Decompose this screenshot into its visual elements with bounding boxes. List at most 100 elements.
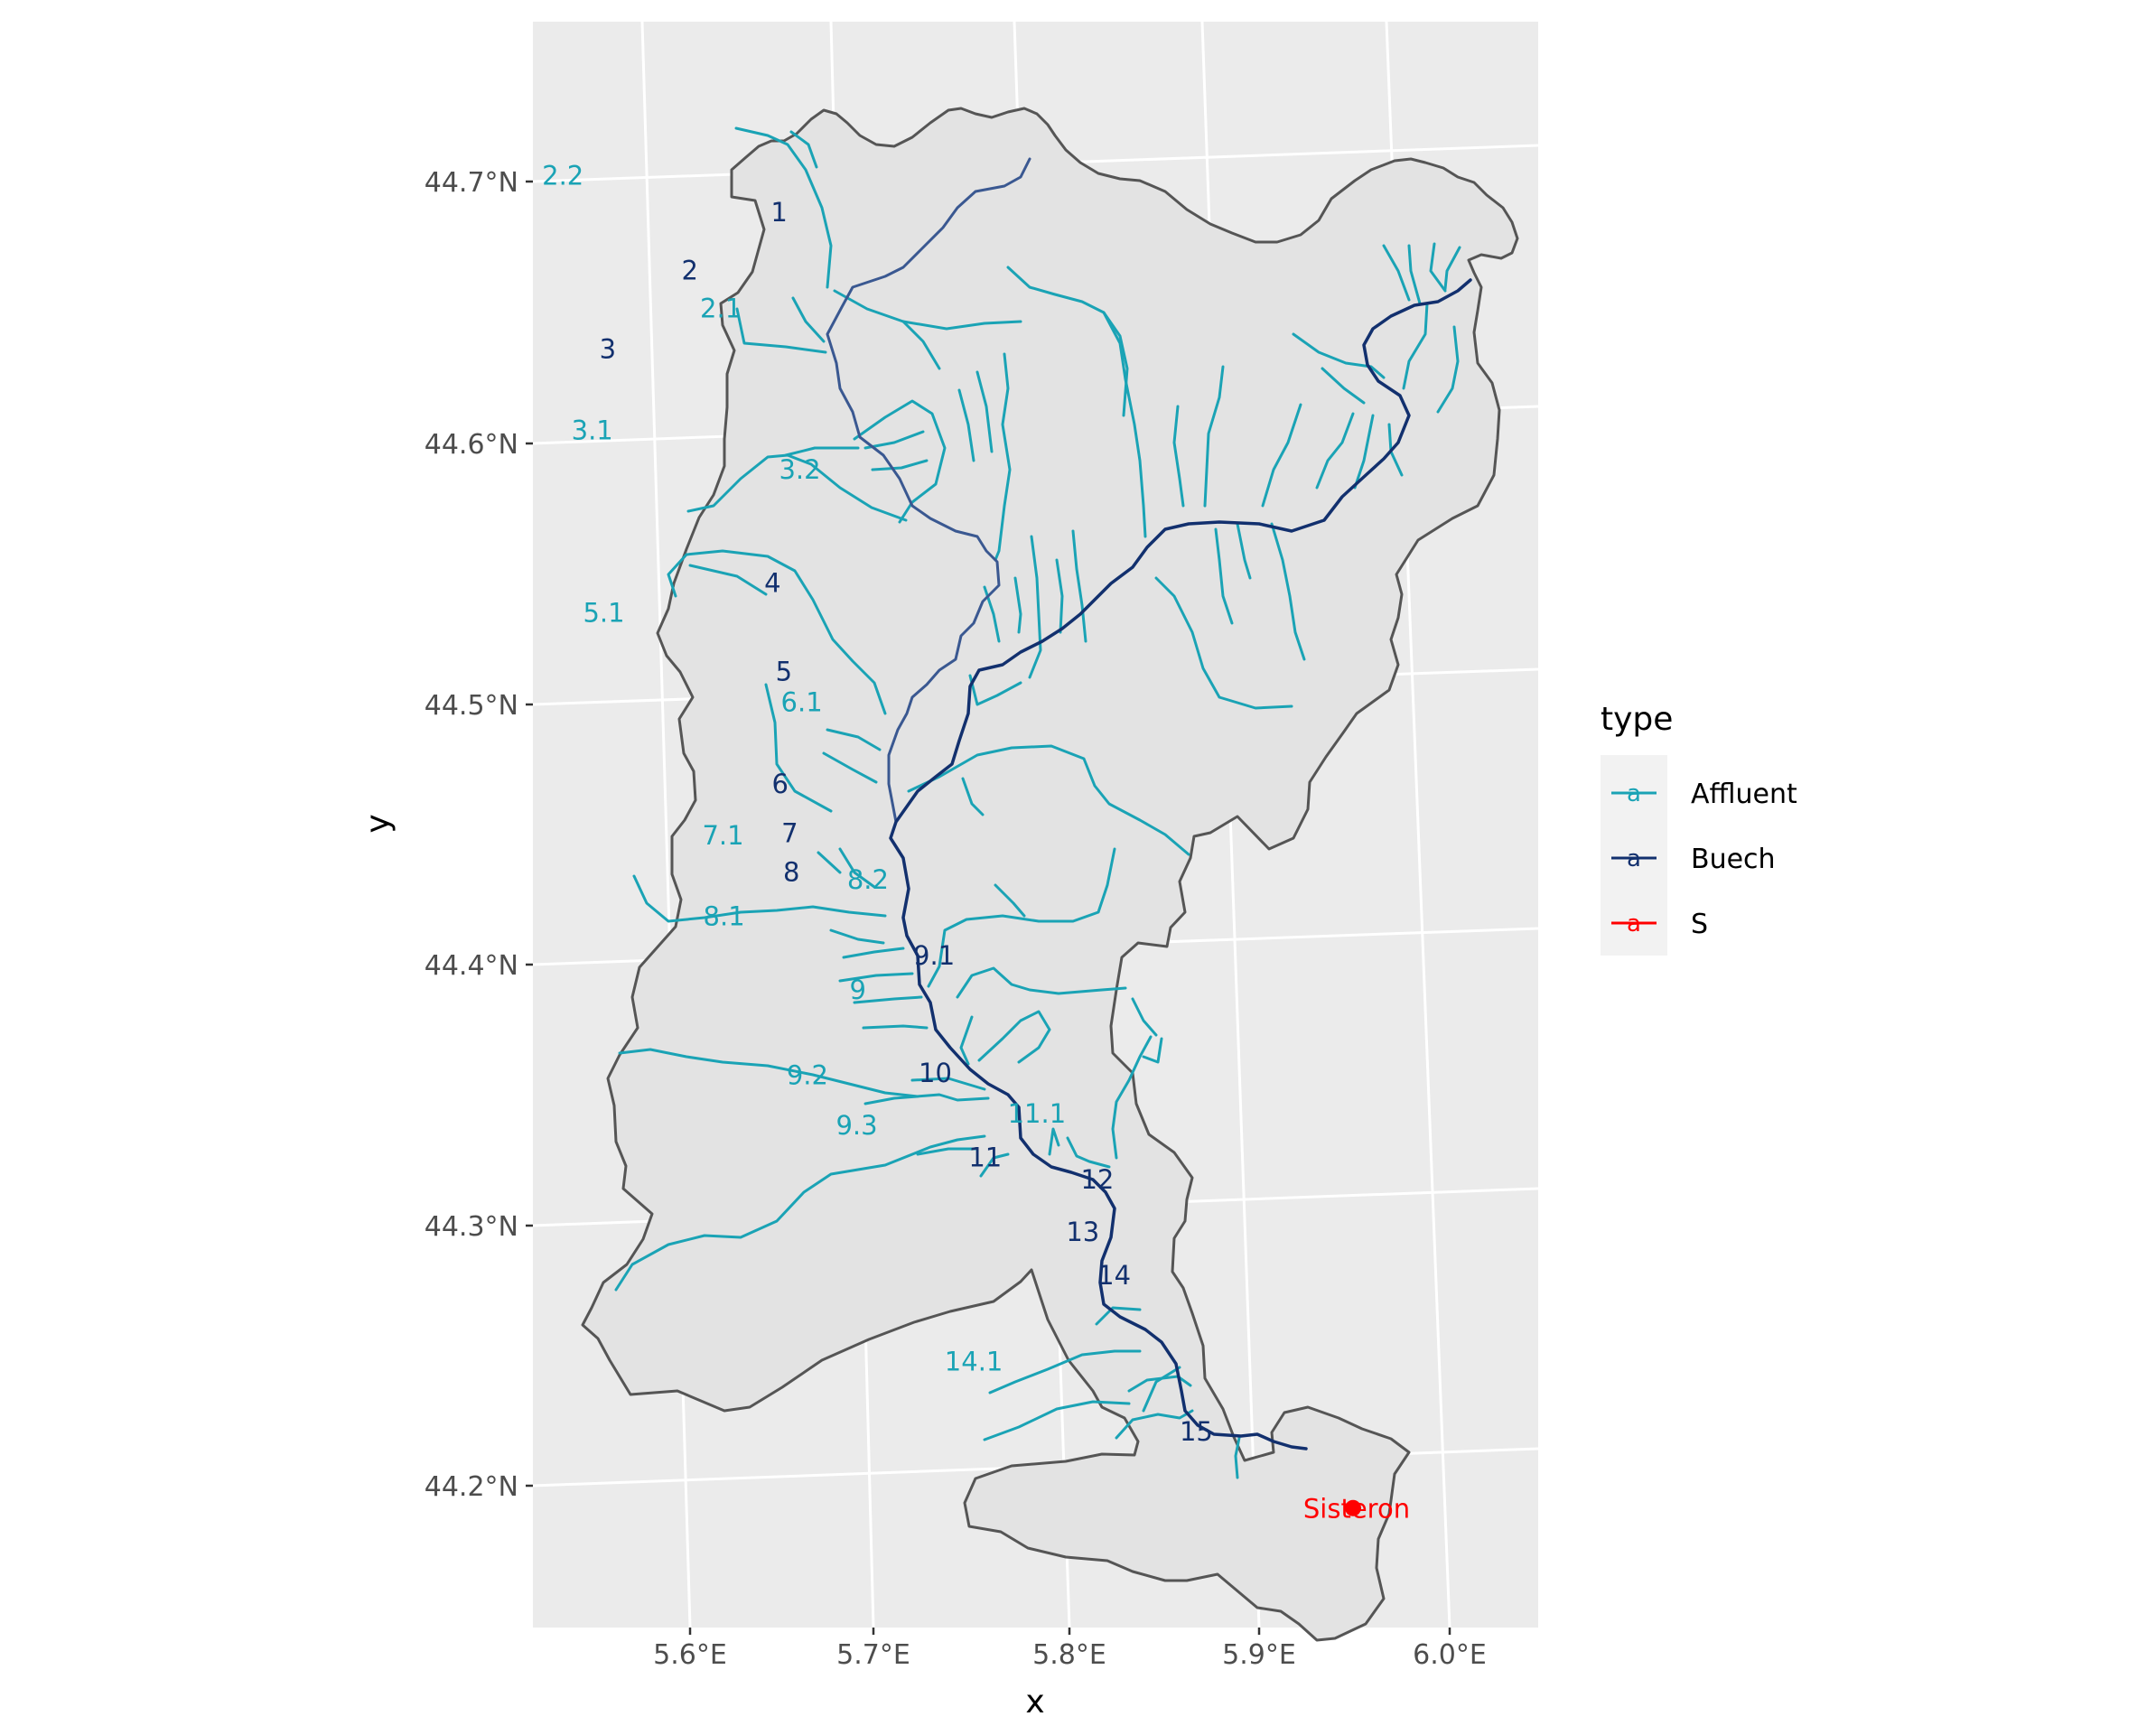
legend-glyph-buech: a xyxy=(1627,845,1641,872)
affluent-9-3 xyxy=(614,1134,986,1292)
buech-label-12: 12 xyxy=(1080,1164,1114,1195)
buech-label-13: 13 xyxy=(1066,1217,1099,1247)
affluent-label-9-3: 9.3 xyxy=(835,1110,877,1141)
affluent-east-south xyxy=(1111,1035,1153,1160)
affluent-8-2-b xyxy=(994,883,1026,918)
y-tick-44-5: 44.5°N xyxy=(425,690,518,722)
affluent-9-fan-c xyxy=(853,995,923,1004)
affluent-head-e xyxy=(1402,302,1429,390)
affluent-label-3-2: 3.2 xyxy=(779,454,820,485)
legend-item-affluent[interactable]: a Affluent xyxy=(1611,779,1797,810)
affluent-5-1-branch xyxy=(688,564,768,596)
y-axis-title: y xyxy=(359,814,397,833)
affluent-east-d xyxy=(1154,576,1293,710)
buech-label-7: 7 xyxy=(781,817,798,848)
legend-label-affluent: Affluent xyxy=(1691,779,1797,810)
affluent-9-2 xyxy=(618,1048,919,1098)
affluent-head-c xyxy=(1429,242,1447,293)
affluent-north-h xyxy=(1321,367,1366,405)
affluent-label-9: 9 xyxy=(849,975,865,1005)
buech-label-3: 3 xyxy=(600,333,616,364)
affluent-9-3-b xyxy=(916,1147,977,1156)
legend-label-s: S xyxy=(1691,909,1708,940)
affluent-14-1-f xyxy=(1095,1306,1142,1326)
affluent-9-2-b xyxy=(910,1077,986,1091)
affluent-3-2-fan-d xyxy=(975,370,994,453)
buech-upper xyxy=(826,157,1031,824)
buech-label-5: 5 xyxy=(776,656,792,686)
affluent-6-1-branch-c xyxy=(826,728,882,751)
affluent-east-south-b xyxy=(1142,1037,1163,1064)
affluent-9-1-b xyxy=(977,1010,1051,1064)
sisteron-label: Sisteron xyxy=(1303,1494,1410,1525)
affluent-9-fan-b xyxy=(838,972,914,983)
legend-item-s[interactable]: a S xyxy=(1611,909,1708,940)
legend-glyph-affluent: a xyxy=(1627,780,1641,807)
buech-label-8: 8 xyxy=(783,857,799,888)
buech-network xyxy=(826,157,1472,1450)
y-tick-44-3: 44.3°N xyxy=(425,1211,518,1243)
affluent-3-left xyxy=(735,307,827,354)
affluent-mid-d xyxy=(1013,576,1022,634)
buech-main[interactable] xyxy=(889,278,1472,1450)
affluent-3-2-fan-e xyxy=(957,388,975,462)
buech-label-10: 10 xyxy=(919,1058,952,1088)
affluent-9-1-c xyxy=(959,1015,974,1066)
affluent-north-d xyxy=(1203,365,1225,508)
affluent-11-1-b xyxy=(1066,1136,1111,1169)
x-axis: 5.6°E 5.7°E 5.8°E 5.9°E 6.0°E xyxy=(653,1628,1487,1671)
affluent-south-b xyxy=(961,777,985,816)
affluent-2-1 xyxy=(833,289,1022,331)
sisteron-marker[interactable] xyxy=(1345,1499,1361,1516)
affluent-label-8-2: 8.2 xyxy=(847,864,889,895)
affluent-north-i xyxy=(1353,414,1375,490)
y-tick-44-7: 44.7°N xyxy=(425,167,518,199)
affluent-head-f xyxy=(1436,325,1460,414)
affluent-14-1-d xyxy=(1127,1375,1192,1393)
legend-glyph-s: a xyxy=(1627,910,1641,937)
affluent-3-left-branch xyxy=(791,296,826,343)
buech-label-15: 15 xyxy=(1180,1416,1213,1447)
affluent-north-f xyxy=(1315,412,1355,490)
buech-label-4: 4 xyxy=(764,568,780,599)
buech-label-6: 6 xyxy=(771,769,788,799)
affluent-east-b xyxy=(1236,522,1252,580)
y-tick-44-4: 44.4°N xyxy=(425,950,518,982)
affluent-14-1-e xyxy=(1115,1409,1194,1440)
x-tick-5-8: 5.8°E xyxy=(1032,1639,1106,1671)
affluent-3-2-fan xyxy=(853,399,947,524)
legend-item-buech[interactable]: a Buech xyxy=(1611,844,1776,875)
affluent-label-11-1: 11.1 xyxy=(1008,1098,1067,1129)
affluent-label-8-1: 8.1 xyxy=(704,901,745,932)
affluent-east-a xyxy=(1214,527,1234,625)
affluent-head-a xyxy=(1382,244,1411,302)
affluent-label-2-1: 2.1 xyxy=(700,293,742,323)
affluent-labels: 2.22.13.13.25.16.17.18.18.299.29.3 11.114… xyxy=(542,161,1066,1377)
affluent-9-3-c xyxy=(979,1152,1010,1178)
affluent-9-1 xyxy=(956,966,1127,999)
affluent-mid-a xyxy=(1071,529,1087,643)
affluent-2-1-branch xyxy=(901,320,941,370)
buech-label-14: 14 xyxy=(1097,1260,1131,1291)
affluent-mid-b xyxy=(1055,558,1064,634)
affluent-east-c xyxy=(1270,522,1306,661)
affluent-14-1 xyxy=(988,1349,1142,1395)
x-tick-5-7: 5.7°E xyxy=(836,1639,910,1671)
affluent-head-b xyxy=(1407,244,1422,305)
affluent-5-1 xyxy=(667,549,887,715)
legend: type a Affluent a Buech a S xyxy=(1601,701,1797,956)
affluent-3-2-fan-c xyxy=(871,459,929,471)
x-tick-6-0: 6.0°E xyxy=(1413,1639,1487,1671)
affluent-9-2-c xyxy=(863,1093,990,1105)
affluent-7-1 xyxy=(838,847,876,889)
affluent-south-a xyxy=(907,744,1190,856)
affluent-8-1 xyxy=(632,874,887,923)
affluent-label-14-1: 14.1 xyxy=(945,1346,1003,1376)
affluent-14-1-b xyxy=(983,1400,1131,1441)
legend-title: type xyxy=(1601,701,1673,738)
affluent-7-1-b xyxy=(817,851,842,874)
x-tick-5-6: 5.6°E xyxy=(653,1639,727,1671)
affluent-network xyxy=(614,126,1461,1479)
affluent-6-1 xyxy=(968,674,1022,706)
